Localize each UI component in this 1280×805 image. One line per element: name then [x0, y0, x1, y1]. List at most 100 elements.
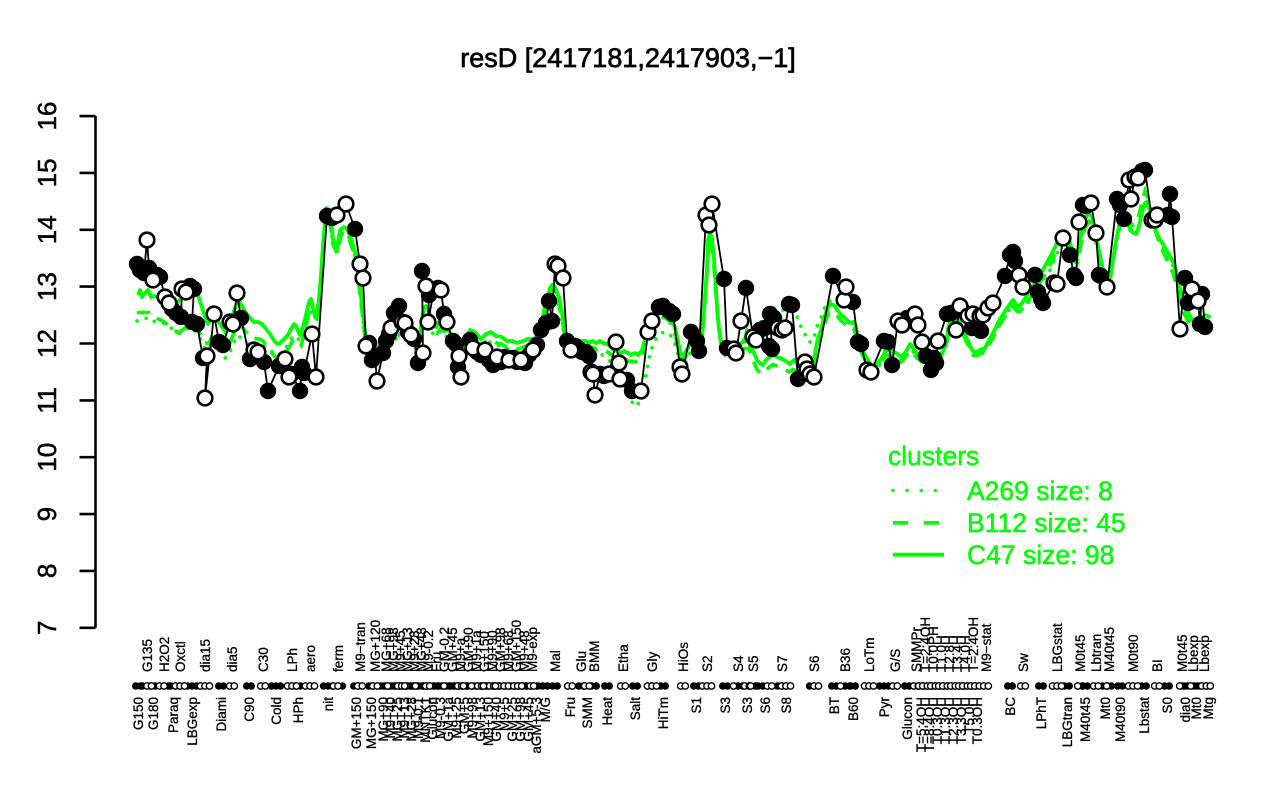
svg-text:clusters: clusters	[888, 441, 979, 471]
svg-text:GM+90: GM+90	[461, 627, 476, 672]
svg-text:BI: BI	[1150, 659, 1165, 672]
svg-text:GM+98: GM+98	[493, 627, 508, 672]
svg-text:Gly: Gly	[645, 652, 660, 673]
svg-text:S5: S5	[746, 655, 761, 672]
svg-text:M9+a: M9+a	[453, 637, 468, 672]
svg-text:S4: S4	[731, 655, 746, 672]
svg-text:GM+150: GM+150	[349, 697, 364, 749]
svg-text:G+150: G+150	[477, 631, 492, 672]
svg-text:10: 10	[32, 443, 62, 472]
svg-text:Etha: Etha	[616, 644, 631, 672]
svg-text:Paraq: Paraq	[166, 697, 181, 733]
svg-text:T0.3OH: T0.3OH	[970, 697, 985, 744]
svg-text:S3: S3	[718, 697, 733, 714]
svg-text:MG+13: MG+13	[400, 627, 415, 672]
svg-text:BT: BT	[827, 697, 842, 714]
svg-text:MG+48: MG+48	[414, 627, 429, 672]
svg-text:Cold: Cold	[269, 697, 284, 725]
svg-text:GM+45: GM+45	[521, 697, 536, 742]
svg-text:M9+45: M9+45	[393, 630, 408, 672]
svg-text:11: 11	[32, 387, 62, 414]
svg-text:M0t45: M0t45	[1073, 634, 1088, 672]
svg-text:Mtg: Mtg	[1201, 697, 1216, 720]
svg-text:GM+13: GM+13	[473, 697, 488, 742]
svg-text:16: 16	[32, 102, 62, 131]
svg-text:C30: C30	[256, 647, 271, 672]
svg-text:G150: G150	[131, 697, 146, 730]
svg-text:M9+25: M9+25	[449, 697, 464, 739]
svg-text:S3: S3	[740, 697, 755, 714]
svg-text:ferm: ferm	[331, 645, 346, 672]
svg-text:M0t45: M0t45	[1175, 634, 1190, 672]
svg-text:dia15: dia15	[198, 639, 213, 672]
svg-text:Mt0: Mt0	[1098, 697, 1113, 720]
svg-text:T=2:4OH: T=2:4OH	[918, 617, 933, 672]
svg-text:M9-0.3: M9-0.3	[433, 697, 448, 739]
svg-text:HPh: HPh	[291, 697, 306, 723]
svg-text:S1: S1	[689, 697, 704, 714]
svg-text:M9+40: M9+40	[383, 697, 398, 739]
svg-text:MG+120: MG+120	[368, 620, 383, 672]
svg-text:Diami: Diami	[214, 697, 229, 732]
svg-text:B112 size: 45: B112 size: 45	[967, 508, 1126, 538]
svg-text:Fru: Fru	[563, 697, 578, 717]
svg-text:MNTK1: MNTK1	[418, 697, 433, 743]
svg-text:S2: S2	[700, 655, 715, 672]
svg-text:9: 9	[32, 507, 62, 521]
svg-text:H2O2: H2O2	[157, 637, 172, 672]
svg-text:Lbtran: Lbtran	[1089, 634, 1104, 672]
svg-text:7: 7	[32, 621, 62, 635]
svg-text:S0: S0	[1160, 697, 1175, 714]
svg-text:Fru: Fru	[429, 652, 444, 672]
svg-text:T=8:4OH: T=8:4OH	[922, 697, 937, 752]
svg-text:Glu: Glu	[574, 651, 589, 672]
svg-text:S8: S8	[779, 697, 794, 714]
svg-text:SMM: SMM	[580, 697, 595, 729]
svg-text:S6: S6	[807, 655, 822, 672]
svg-text:M9-exp: M9-exp	[525, 627, 540, 672]
svg-text:resD [2417181,2417903,−1]: resD [2417181,2417903,−1]	[460, 43, 796, 73]
svg-text:GM+5: GM+5	[457, 697, 472, 734]
svg-text:T3.4H: T3.4H	[950, 635, 965, 672]
svg-text:8: 8	[32, 564, 62, 578]
svg-text:dia0: dia0	[1178, 697, 1193, 723]
svg-text:Lbexp: Lbexp	[1197, 635, 1212, 672]
svg-text:B60: B60	[846, 697, 861, 721]
svg-text:M9-0.1: M9-0.1	[411, 697, 426, 739]
svg-text:Mal: Mal	[548, 650, 563, 672]
svg-text:M40t45: M40t45	[1078, 697, 1093, 742]
svg-text:Lbexp: Lbexp	[1186, 635, 1201, 672]
svg-text:M9+28: M9+28	[407, 630, 422, 672]
svg-text:C90: C90	[242, 697, 257, 722]
svg-text:LoTm: LoTm	[862, 637, 877, 672]
svg-text:LBGexp: LBGexp	[185, 697, 200, 746]
svg-text:M9+5: M9+5	[497, 697, 512, 731]
svg-text:GM+25: GM+25	[505, 697, 520, 742]
svg-text:LPhT: LPhT	[1034, 697, 1049, 729]
svg-text:M9+90: M9+90	[485, 630, 500, 672]
svg-text:M0t90: M0t90	[1126, 634, 1141, 672]
svg-text:BC: BC	[1003, 697, 1018, 716]
svg-text:M9+150: M9+150	[481, 697, 496, 746]
svg-text:13: 13	[32, 272, 62, 301]
svg-text:12: 12	[32, 329, 62, 358]
svg-text:T2.3OH: T2.3OH	[946, 697, 961, 744]
svg-text:T1.0H: T1.0H	[934, 635, 949, 672]
svg-text:MG+150: MG+150	[364, 697, 379, 749]
svg-text:GM+45: GM+45	[445, 627, 460, 672]
svg-text:dia5: dia5	[225, 646, 240, 672]
svg-text:SMMPr: SMMPr	[909, 627, 924, 673]
svg-text:T4.0H: T4.0H	[958, 635, 973, 672]
svg-text:Sw: Sw	[1016, 653, 1031, 672]
svg-text:Mt0: Mt0	[1189, 697, 1204, 720]
svg-text:Heat: Heat	[600, 697, 615, 726]
svg-text:nit: nit	[321, 697, 336, 712]
svg-text:G135: G135	[140, 639, 155, 672]
svg-text:M9-0.2: M9-0.2	[421, 630, 436, 672]
svg-text:B36: B36	[838, 648, 853, 672]
svg-text:G/S: G/S	[888, 649, 903, 672]
svg-text:GM+98: GM+98	[513, 697, 528, 742]
svg-text:T5.0H: T5.0H	[962, 697, 977, 734]
svg-text:M9−tran: M9−tran	[353, 622, 368, 672]
svg-text:T=2:4OH: T=2:4OH	[966, 617, 981, 672]
